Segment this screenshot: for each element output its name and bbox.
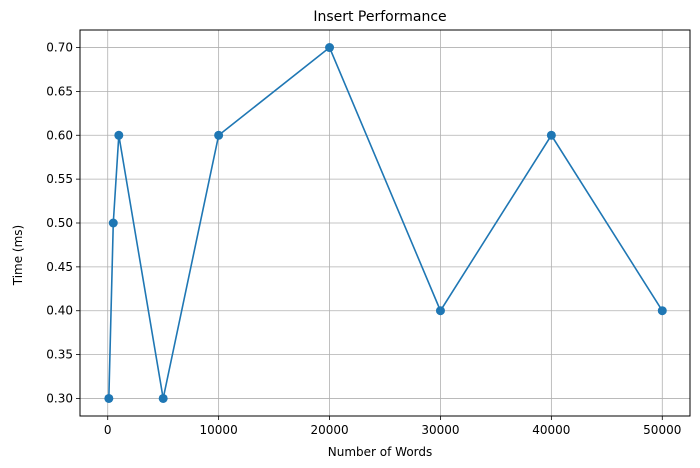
- data-point: [104, 393, 114, 403]
- y-tick-label: 0.70: [46, 41, 73, 55]
- y-tick-label: 0.65: [46, 84, 73, 98]
- series-points: [104, 43, 667, 403]
- y-tick-label: 0.40: [46, 304, 73, 318]
- x-axis: 0 10000 20000 30000 40000 50000: [104, 416, 681, 437]
- y-tick-label: 0.35: [46, 348, 73, 362]
- data-point: [114, 130, 124, 140]
- x-axis-label: Number of Words: [328, 445, 433, 459]
- y-tick-label: 0.45: [46, 260, 73, 274]
- data-point: [214, 130, 224, 140]
- x-tick-label: 50000: [643, 423, 681, 437]
- data-point: [435, 306, 445, 316]
- data-point: [546, 130, 556, 140]
- chart-title: Insert Performance: [313, 9, 446, 25]
- data-point: [108, 218, 118, 228]
- y-axis: 0.30 0.35 0.40 0.45 0.50 0.55 0.60 0.65 0.70: [46, 41, 80, 405]
- x-tick-label: 30000: [421, 423, 459, 437]
- y-tick-label: 0.50: [46, 216, 73, 230]
- y-axis-label: Time (ms): [11, 225, 25, 287]
- y-tick-label: 0.30: [46, 391, 73, 405]
- x-tick-label: 20000: [310, 423, 348, 437]
- x-tick-label: 0: [104, 423, 112, 437]
- data-point: [657, 306, 667, 316]
- data-point: [325, 43, 335, 53]
- y-tick-label: 0.55: [46, 172, 73, 186]
- x-tick-label: 10000: [200, 423, 238, 437]
- y-tick-label: 0.60: [46, 128, 73, 142]
- x-tick-label: 40000: [532, 423, 570, 437]
- data-point: [158, 393, 168, 403]
- grid: [80, 30, 690, 416]
